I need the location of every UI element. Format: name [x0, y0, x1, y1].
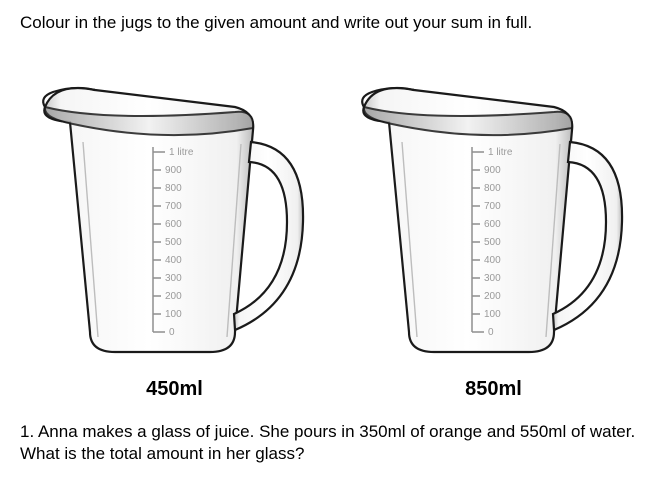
scale-label: 100 — [165, 309, 182, 320]
scale-label: 200 — [484, 291, 501, 302]
jug-left-block: 1 litre 900 800 700 600 500 400 300 200 … — [35, 52, 315, 401]
scale-label: 200 — [165, 291, 182, 302]
scale-label: 500 — [484, 237, 501, 248]
scale-label: 0 — [488, 327, 494, 338]
scale-label: 0 — [169, 327, 175, 338]
scale-label: 500 — [165, 237, 182, 248]
scale-label: 300 — [165, 273, 182, 284]
jug-right-block: 1 litre 900 800 700 600 500 400 300 200 … — [354, 52, 634, 401]
scale-label: 1 litre — [169, 147, 194, 158]
question-text: 1. Anna makes a glass of juice. She pour… — [20, 421, 648, 465]
scale-label: 700 — [484, 201, 501, 212]
jug-left-image: 1 litre 900 800 700 600 500 400 300 200 … — [35, 52, 315, 372]
jugs-container: 1 litre 900 800 700 600 500 400 300 200 … — [20, 52, 648, 401]
scale-label: 400 — [484, 255, 501, 266]
jug-right-image: 1 litre 900 800 700 600 500 400 300 200 … — [354, 52, 634, 372]
scale-label: 900 — [484, 165, 501, 176]
scale-label: 800 — [165, 183, 182, 194]
scale-label: 600 — [484, 219, 501, 230]
scale-label: 900 — [165, 165, 182, 176]
scale-label: 1 litre — [488, 147, 513, 158]
scale-label: 700 — [165, 201, 182, 212]
scale-label: 800 — [484, 183, 501, 194]
scale-label: 600 — [165, 219, 182, 230]
scale-label: 400 — [165, 255, 182, 266]
scale-label: 300 — [484, 273, 501, 284]
instruction-text: Colour in the jugs to the given amount a… — [20, 12, 648, 34]
scale-label: 100 — [484, 309, 501, 320]
jug-right-label: 850ml — [465, 378, 522, 401]
jug-left-label: 450ml — [146, 378, 203, 401]
